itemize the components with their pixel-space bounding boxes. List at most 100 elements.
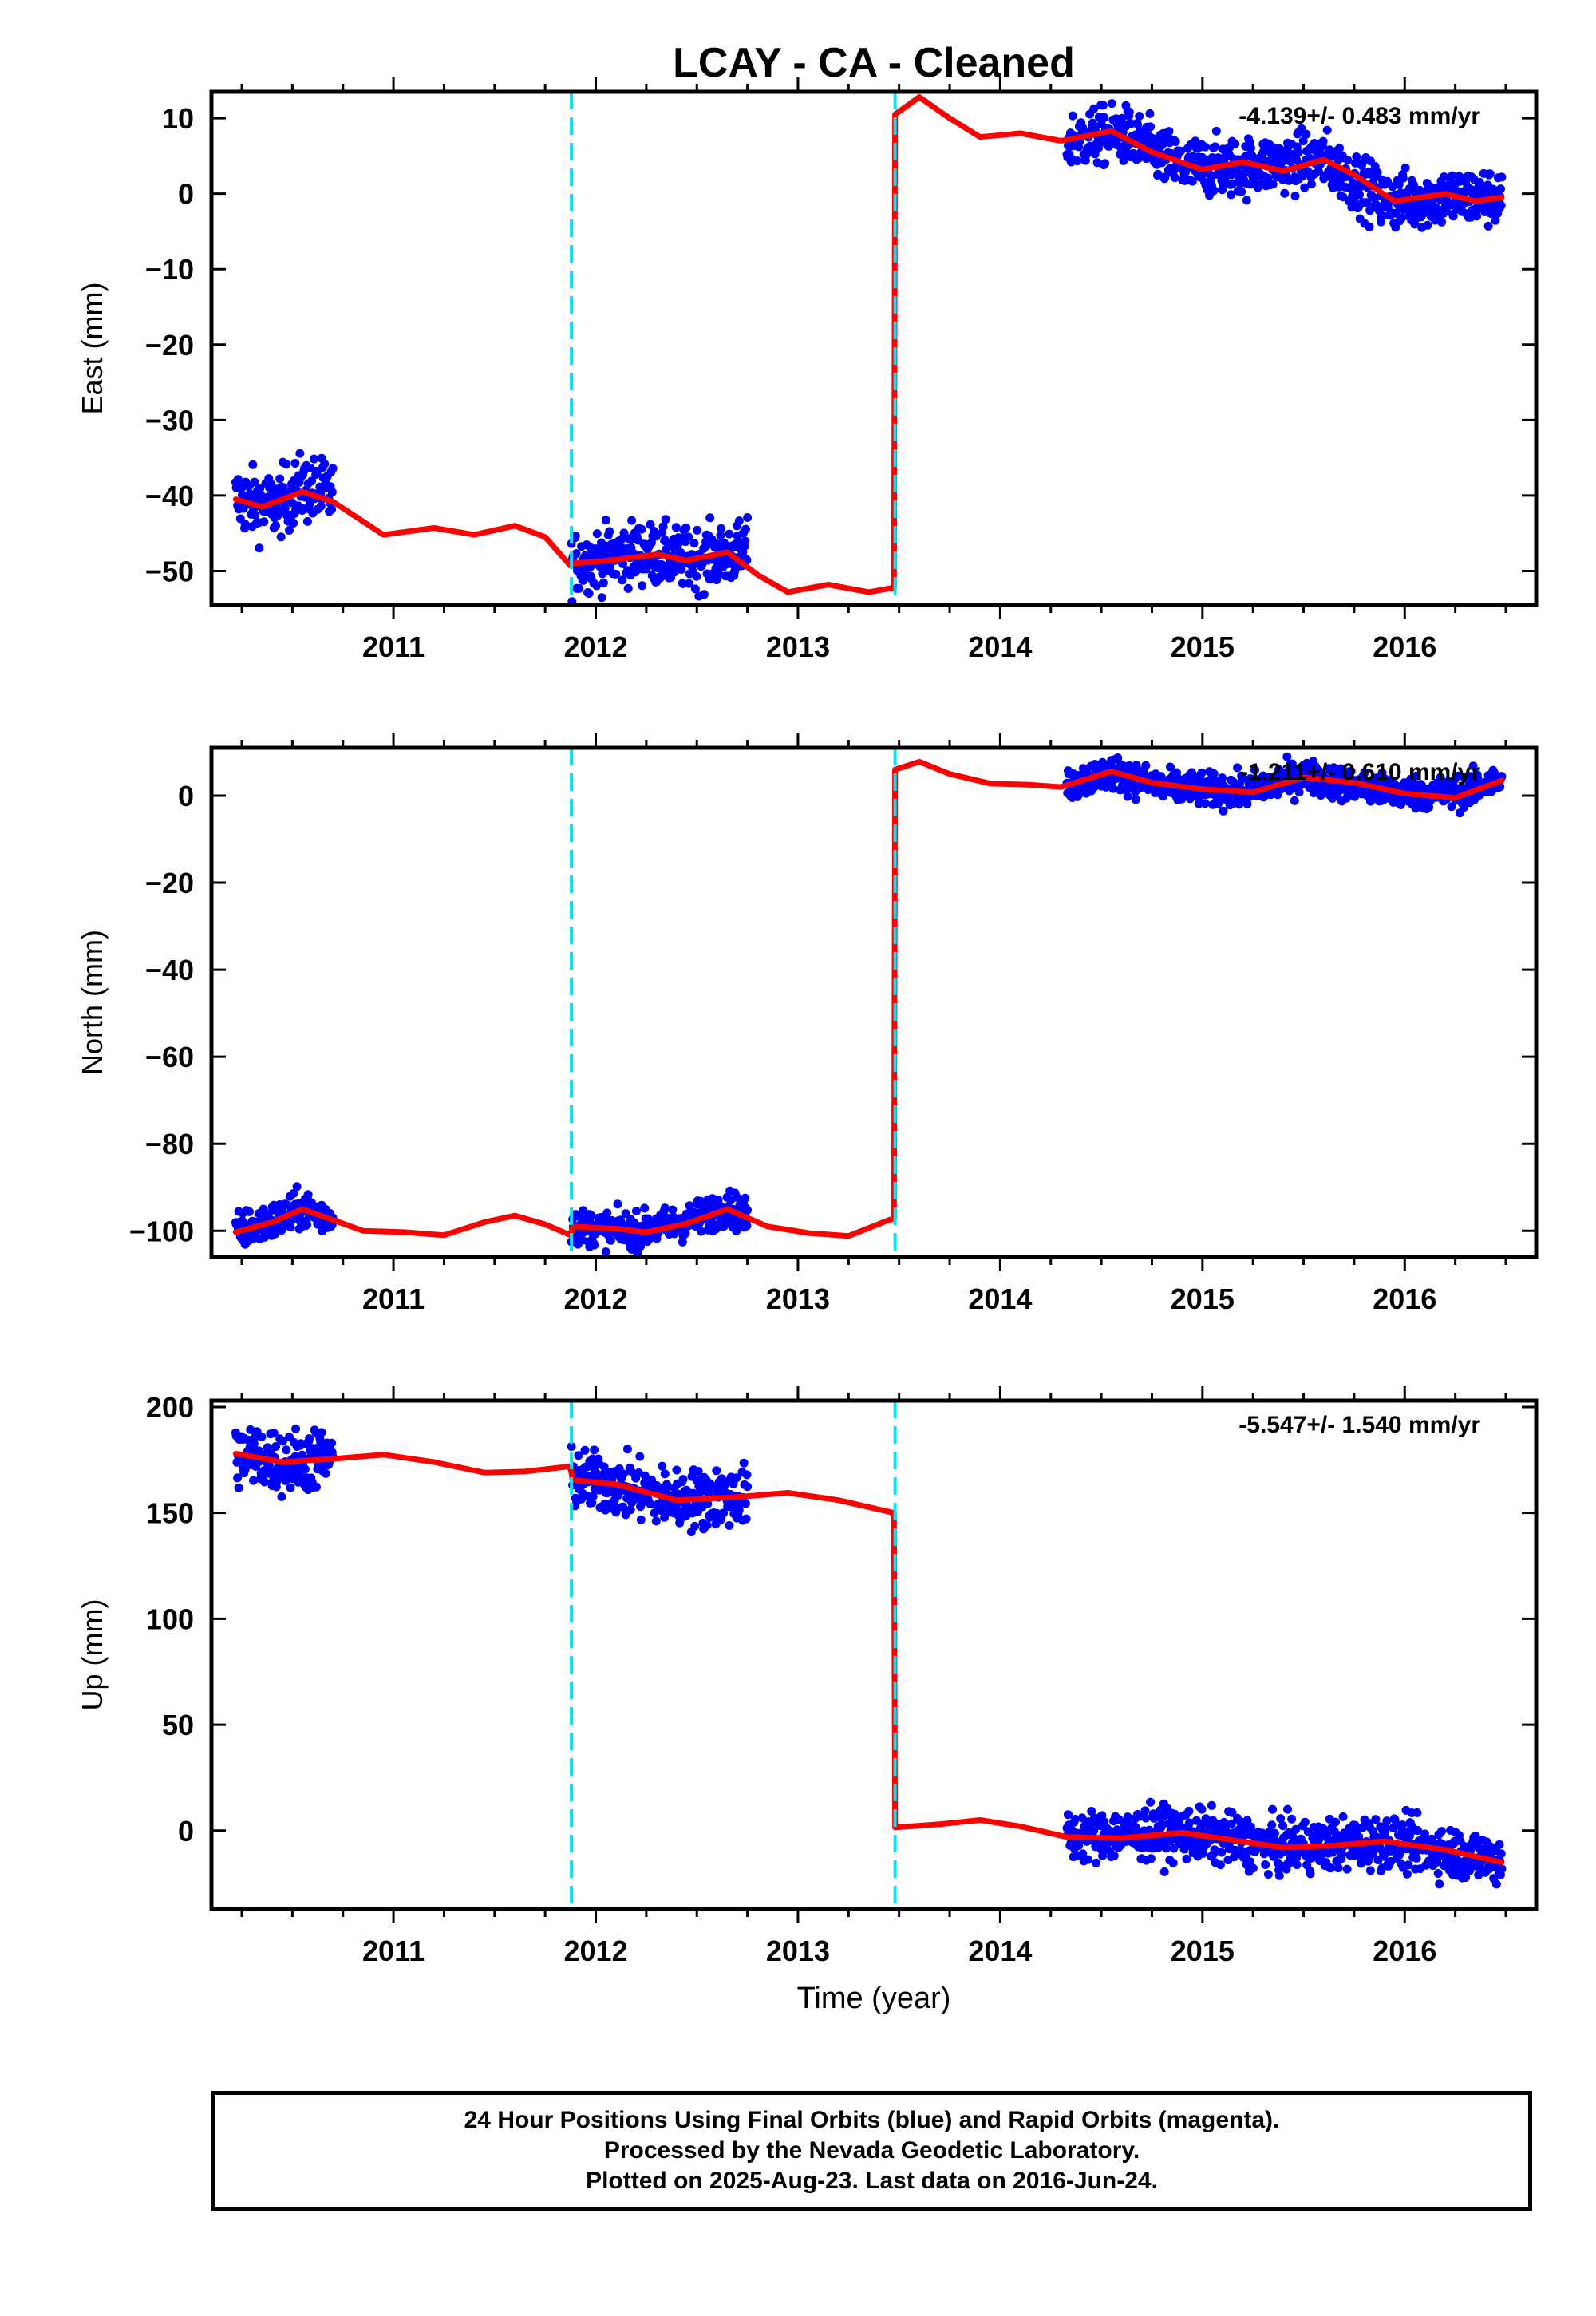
y-tick-label: −50 <box>145 555 194 587</box>
y-tick-label: −80 <box>145 1128 194 1160</box>
data-point <box>1185 1818 1195 1828</box>
data-point <box>276 532 286 542</box>
data-point <box>1283 1804 1292 1814</box>
data-point <box>1141 761 1151 770</box>
data-point <box>1197 768 1207 777</box>
east-panel: 10 0 −10 −20 −30 −40 −50 2011 2012 2013 2014 2015 20… <box>76 77 1539 663</box>
data-point <box>1372 773 1381 783</box>
data-point <box>1491 1879 1501 1889</box>
data-point <box>327 504 337 514</box>
data-point <box>312 468 322 477</box>
x-tick-label: 2011 <box>362 630 425 663</box>
data-point <box>592 529 602 539</box>
data-point <box>1153 169 1163 179</box>
data-point <box>1100 159 1110 168</box>
data-point <box>671 523 681 532</box>
data-point <box>1068 111 1077 121</box>
data-point <box>1227 1808 1237 1817</box>
data-point <box>743 1205 753 1215</box>
data-point <box>732 1192 741 1202</box>
data-point <box>1200 142 1210 152</box>
data-point <box>631 1207 641 1216</box>
data-point <box>1318 136 1328 146</box>
data-point <box>1290 796 1299 805</box>
data-point <box>1231 139 1240 148</box>
data-point <box>714 570 724 579</box>
data-point <box>1187 176 1197 186</box>
data-point <box>1145 109 1155 118</box>
data-point <box>1200 799 1210 808</box>
data-point <box>1342 1864 1352 1874</box>
data-point <box>1496 201 1506 210</box>
x-tick-label: 2016 <box>1373 1935 1436 1967</box>
data-point <box>289 1189 298 1198</box>
data-point <box>1290 192 1300 201</box>
data-point <box>618 575 627 585</box>
data-point <box>282 460 291 469</box>
data-point <box>1496 184 1505 194</box>
data-point <box>712 1466 721 1476</box>
data-point <box>1298 136 1308 146</box>
data-point <box>699 590 709 599</box>
data-point <box>1266 790 1276 799</box>
data-point <box>684 532 693 542</box>
data-point <box>316 501 326 511</box>
data-point <box>1431 203 1440 212</box>
data-point <box>1215 1860 1225 1870</box>
data-point <box>289 519 298 528</box>
y-tick-label: −100 <box>129 1215 194 1247</box>
data-point <box>1294 148 1303 157</box>
data-point <box>286 1223 295 1232</box>
data-point <box>1276 1814 1286 1824</box>
y-tick-label: 50 <box>162 1709 194 1741</box>
data-point <box>597 593 606 603</box>
data-point <box>1448 211 1458 221</box>
x-tick-label: 2016 <box>1373 630 1436 663</box>
y-tick-label: −20 <box>145 867 194 899</box>
data-point <box>1171 137 1180 146</box>
y-tick-label: −10 <box>145 253 194 286</box>
data-point <box>725 1521 734 1530</box>
data-point <box>618 1469 628 1479</box>
data-point <box>623 583 633 593</box>
data-point <box>292 1182 302 1192</box>
data-point <box>1197 1804 1207 1814</box>
data-point <box>1158 1820 1167 1829</box>
data-point <box>660 1512 670 1522</box>
data-point <box>1211 126 1221 136</box>
data-point <box>1113 753 1123 762</box>
footer-line-1: 24 Hour Positions Using Final Orbits (bl… <box>464 2107 1280 2133</box>
data-point <box>1077 1813 1087 1823</box>
data-point <box>1089 1826 1099 1836</box>
data-point <box>635 1452 645 1461</box>
data-point <box>606 1235 615 1245</box>
data-point <box>1371 1815 1381 1824</box>
data-point <box>1495 1840 1504 1849</box>
data-point <box>1337 766 1346 776</box>
data-point <box>1191 1816 1201 1825</box>
footer-line-3: Plotted on 2025-Aug-23. Last data on 201… <box>586 2168 1158 2194</box>
data-point <box>271 521 280 531</box>
data-point <box>1109 1851 1119 1860</box>
data-point <box>574 1451 583 1460</box>
data-point <box>1310 139 1319 148</box>
y-tick-label: 10 <box>162 102 194 135</box>
data-point <box>249 1476 258 1485</box>
data-point <box>1365 1866 1375 1875</box>
data-point <box>1483 221 1493 231</box>
data-point <box>1294 788 1304 797</box>
x-tick-label: 2015 <box>1171 1935 1235 1967</box>
data-point <box>719 1508 729 1518</box>
data-point <box>1267 1820 1277 1830</box>
data-point <box>1250 765 1259 775</box>
data-point <box>1307 180 1316 189</box>
data-point <box>1274 1871 1284 1880</box>
data-point <box>234 1483 243 1492</box>
plot-area <box>231 94 1507 605</box>
data-point <box>743 1482 753 1492</box>
data-point <box>1437 217 1447 227</box>
data-point <box>1217 1848 1227 1857</box>
data-point <box>1227 1819 1236 1828</box>
data-point <box>290 459 300 468</box>
data-point <box>1268 180 1278 189</box>
